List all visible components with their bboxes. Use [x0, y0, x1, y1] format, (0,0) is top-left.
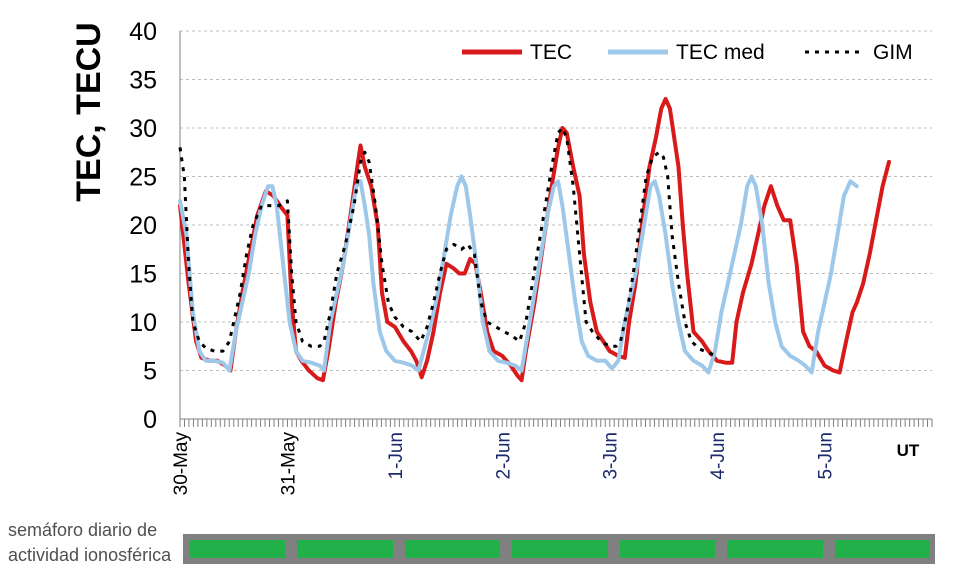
- y-tick-label: 25: [129, 164, 157, 192]
- x-tick-label: 31-May: [278, 432, 299, 496]
- y-tick-label: 10: [129, 309, 157, 337]
- y-tick-label: 30: [129, 115, 157, 143]
- legend-label: TEC med: [676, 41, 765, 64]
- y-tick-label: 15: [129, 261, 157, 289]
- semaforo-day-cell: [619, 540, 716, 558]
- y-tick-labels: 0 5 10 15 20 25 30 35 40: [129, 18, 157, 434]
- series-tec-line: [178, 96, 891, 383]
- semaforo-day-cell: [297, 540, 393, 558]
- x-tick-label: 2-Jun: [493, 432, 514, 480]
- x-tick-label: 5-Jun: [816, 432, 837, 480]
- semaforo-label-line1: semáforo diario de: [8, 520, 158, 540]
- x-tick-labels: 30-May 31-May 1-Jun 2-Jun 3-Jun 4-Jun 5-Jun: [171, 432, 837, 496]
- series-lines: [178, 96, 891, 383]
- x-tick-label: 3-Jun: [601, 432, 622, 480]
- x-tick-label: 4-Jun: [708, 432, 729, 480]
- semaforo-bar: [183, 534, 935, 564]
- semaforo-day-cell: [512, 540, 608, 558]
- semaforo-day-cell: [190, 540, 286, 558]
- x-axis-unit-label: UT: [897, 441, 920, 460]
- x-axis: [179, 31, 933, 427]
- y-tick-label: 35: [129, 67, 157, 95]
- y-axis-label: TEC, TECU: [70, 22, 108, 201]
- x-tick-label: 30-May: [171, 432, 192, 496]
- semaforo-day-cell: [727, 540, 823, 558]
- series-tec-med-line: [178, 174, 859, 375]
- y-tick-label: 0: [143, 406, 157, 434]
- legend-label: TEC: [530, 41, 572, 64]
- y-tick-label: 20: [129, 212, 157, 240]
- legend-label: GIM: [873, 41, 913, 64]
- semaforo-day-cell: [404, 540, 501, 558]
- y-tick-label: 5: [143, 358, 157, 386]
- y-tick-label: 40: [129, 18, 157, 46]
- x-tick-label: 1-Jun: [386, 432, 407, 480]
- semaforo-label-line2: actividad ionosférica: [8, 545, 172, 565]
- semaforo-label: semáforo diario de actividad ionosférica: [8, 518, 183, 568]
- legend: TEC TEC med GIM: [462, 41, 913, 64]
- semaforo-day-cell: [834, 540, 930, 558]
- gridlines: [180, 30, 932, 371]
